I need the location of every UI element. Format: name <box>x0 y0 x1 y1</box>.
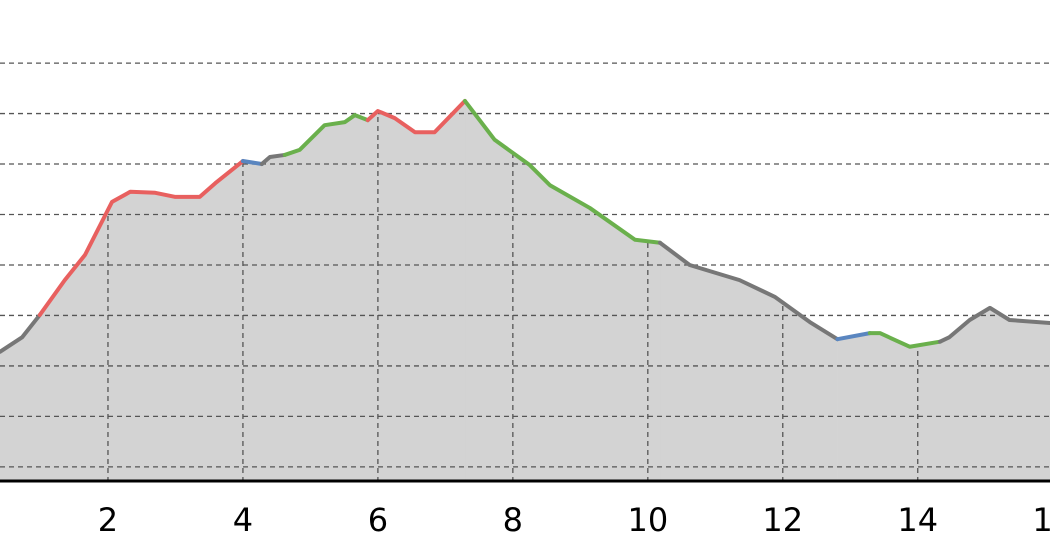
line <box>240 159 264 167</box>
line <box>0 312 42 354</box>
line <box>365 98 467 135</box>
x-tick-label: 14 <box>897 501 938 539</box>
area <box>837 332 871 482</box>
x-tick-label: 6 <box>368 501 388 539</box>
x-tick-label: 8 <box>503 501 523 539</box>
area <box>284 114 369 482</box>
line <box>37 159 245 317</box>
area <box>242 160 263 482</box>
x-tick-label: 2 <box>98 501 118 539</box>
line <box>938 305 1050 344</box>
area <box>659 242 838 482</box>
line <box>282 113 370 157</box>
line <box>867 331 943 349</box>
line <box>657 240 840 342</box>
area <box>261 154 286 482</box>
x-tick-label: 12 <box>762 501 803 539</box>
line <box>462 98 662 245</box>
x-tick-label: 10 <box>627 501 668 539</box>
area <box>464 100 661 482</box>
area <box>39 160 244 482</box>
area <box>939 307 1050 482</box>
x-tick-label: 16 <box>1032 501 1050 539</box>
area <box>367 100 466 482</box>
area <box>869 332 941 482</box>
line <box>259 152 287 167</box>
line <box>835 331 872 342</box>
x-tick-label: 4 <box>233 501 253 539</box>
